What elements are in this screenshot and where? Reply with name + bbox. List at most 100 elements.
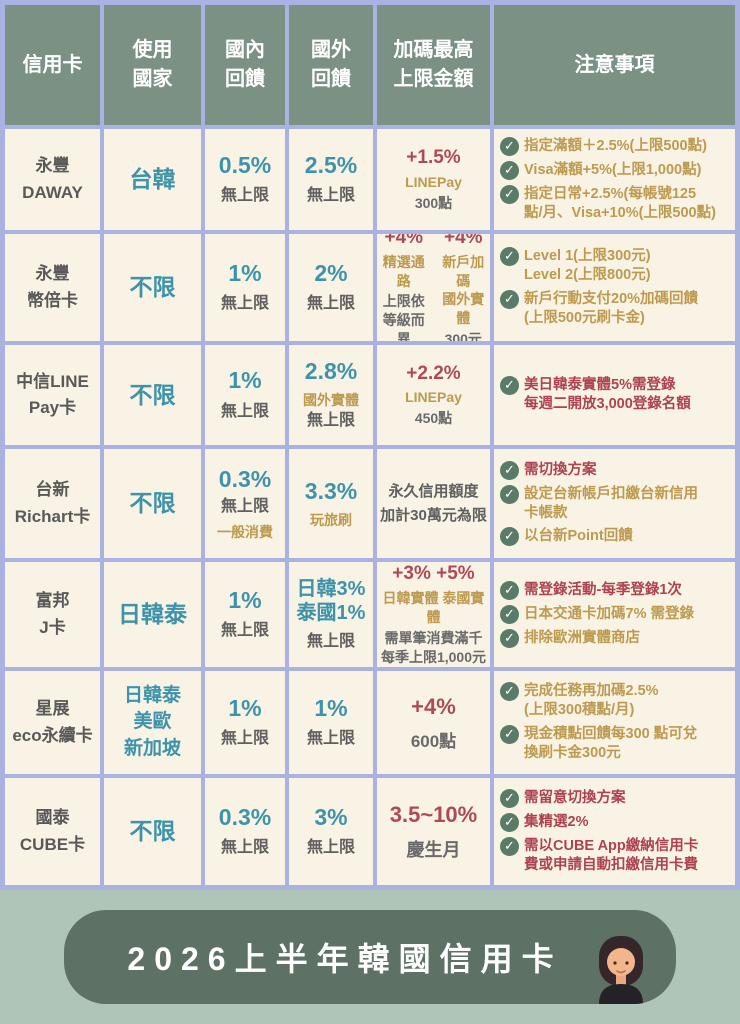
card-name-cell: 星展 eco永續卡 bbox=[5, 671, 100, 774]
bonus-label: 精選通路 bbox=[382, 253, 425, 289]
card-name: 台新 Richart卡 bbox=[14, 480, 91, 526]
domestic-cap: 無上限 bbox=[220, 730, 269, 748]
note-item: ✓ Level 1(上限300元) Level 2(上限800元) bbox=[500, 247, 651, 285]
foreign-rate: 2% bbox=[314, 259, 348, 286]
bonus-amount: 300點 bbox=[414, 194, 453, 211]
domestic-label: 一般消費 bbox=[217, 523, 273, 540]
check-icon: ✓ bbox=[500, 682, 519, 702]
bonus-percent: +3% +5% bbox=[392, 563, 475, 585]
domestic-cell: 0.3% 無上限 bbox=[205, 778, 285, 885]
domestic-cap: 無上限 bbox=[220, 187, 269, 205]
domestic-cell: 1% 無上限 bbox=[205, 671, 285, 774]
note-item: ✓ 排除歐洲實體商店 bbox=[500, 629, 640, 648]
foreign-label: 國外實體 bbox=[303, 391, 359, 408]
note-text: 完成任務再加碼2.5% (上限300積點/月) bbox=[524, 683, 659, 719]
bonus-sub: 需單筆消費滿千 每季上限1,000元 bbox=[380, 629, 487, 665]
notes-cell: ✓ 需切換方案 ✓ 設定台新帳戶扣繳台新信用 卡帳款 ✓ 以台新Point回饋 bbox=[494, 449, 735, 558]
header-domestic: 國內 回饋 bbox=[205, 5, 285, 125]
bonus-sub: 300元 bbox=[444, 331, 482, 341]
bonus-percent: +2.2% bbox=[406, 362, 461, 384]
bonus-cell: +1.5% LINEPay 300點 bbox=[377, 129, 490, 230]
domestic-rate: 1% bbox=[228, 259, 262, 286]
bonus-cell: +3% +5% 日韓實體 泰國實體 需單筆消費滿千 每季上限1,000元 bbox=[377, 562, 490, 667]
domestic-cap: 無上限 bbox=[220, 839, 269, 857]
bonus-cell: 永久信用額度 加計30萬元為限 bbox=[377, 449, 490, 558]
header-card: 信用卡 bbox=[5, 5, 100, 125]
note-text: 美日韓泰實體5%需登錄 每週二開放3,000登錄名額 bbox=[524, 377, 691, 412]
domestic-cell: 1% 無上限 bbox=[205, 234, 285, 341]
note-item: ✓ 日本交通卡加碼7% 需登錄 bbox=[500, 605, 694, 624]
bonus-percent: +4% bbox=[384, 234, 424, 248]
check-icon: ✓ bbox=[500, 725, 519, 744]
note-item: ✓ 需留意切換方案 bbox=[500, 788, 626, 808]
notes-cell: ✓ 美日韓泰實體5%需登錄 每週二開放3,000登錄名額 bbox=[494, 345, 735, 445]
bonus-cell: 3.5~10% 慶生月 bbox=[377, 778, 490, 885]
check-icon: ✓ bbox=[500, 247, 519, 267]
note-item: ✓ 需以CUBE App繳納信用卡 費或申請自動扣繳信用卡費 bbox=[500, 836, 699, 875]
note-item: ✓ 現金積點回饋每300 點可兌 換刷卡金300元 bbox=[500, 725, 697, 763]
note-item: ✓ 集精選2% bbox=[500, 812, 588, 832]
card-name-cell: 永豐 幣倍卡 bbox=[5, 234, 100, 341]
note-item: ✓ 指定日常+2.5%(每帳號125 點/月、Visa+10%(上限500點) bbox=[500, 184, 716, 223]
bonus-percent: +4% bbox=[411, 693, 456, 719]
bonus-amount: 600點 bbox=[410, 732, 457, 752]
note-text: Visa滿額+5%(上限1,000點) bbox=[524, 161, 702, 178]
foreign-rate: 2.5% bbox=[304, 151, 358, 178]
foreign-rate: 3% bbox=[314, 803, 348, 830]
country-cell: 不限 bbox=[104, 234, 201, 341]
bonus-note: 永久信用額度 加計30萬元為限 bbox=[380, 482, 487, 524]
domestic-rate: 0.3% bbox=[218, 466, 272, 493]
bonus-label: LINEPay bbox=[405, 173, 462, 190]
bonus-sub: 上限依 等級而異 bbox=[382, 293, 425, 341]
note-text: 需以CUBE App繳納信用卡 費或申請自動扣繳信用卡費 bbox=[524, 837, 699, 873]
foreign-cell: 2.5% 無上限 bbox=[289, 129, 373, 230]
check-icon: ✓ bbox=[500, 460, 519, 480]
bonus-cell: +2.2% LINEPay 450點 bbox=[377, 345, 490, 445]
note-text: 指定日常+2.5%(每帳號125 點/月、Visa+10%(上限500點) bbox=[524, 185, 716, 221]
header-bonus: 加碼最高 上限金額 bbox=[377, 5, 490, 125]
woman-avatar-icon bbox=[599, 936, 643, 1004]
domestic-rate: 1% bbox=[228, 694, 262, 721]
note-item: ✓ 需切換方案 bbox=[500, 460, 597, 480]
note-text: 設定台新帳戶扣繳台新信用 卡帳款 bbox=[524, 485, 698, 521]
domestic-rate: 1% bbox=[228, 367, 262, 394]
foreign-cell: 1% 無上限 bbox=[289, 671, 373, 774]
note-item: ✓ 設定台新帳戶扣繳台新信用 卡帳款 bbox=[500, 484, 698, 523]
note-item: ✓ 需登錄活動-每季登錄1次 bbox=[500, 581, 682, 600]
card-name-cell: 中信LINE Pay卡 bbox=[5, 345, 100, 445]
foreign-cap: 無上限 bbox=[306, 730, 355, 748]
foreign-cell: 2.8% 國外實體 無上限 bbox=[289, 345, 373, 445]
bonus-left: +4% 精選通路 上限依 等級而異 bbox=[377, 234, 431, 341]
note-text: 需登錄活動-每季登錄1次 bbox=[524, 582, 682, 598]
foreign-cap: 無上限 bbox=[306, 295, 355, 313]
usage-country: 日韓泰 bbox=[118, 601, 187, 628]
bonus-cell: +4% 600點 bbox=[377, 671, 490, 774]
note-text: 以台新Point回饋 bbox=[524, 528, 633, 545]
bonus-cell: +4% 精選通路 上限依 等級而異 +4% 新戶加碼 國外實體 300元 bbox=[377, 234, 490, 341]
header-foreign: 國外 回饋 bbox=[289, 5, 373, 125]
foreign-cell: 3.3% 玩旅刷 bbox=[289, 449, 373, 558]
card-name: 中信LINE Pay卡 bbox=[16, 371, 89, 417]
card-name: 富邦 J卡 bbox=[35, 591, 70, 637]
domestic-cap: 無上限 bbox=[220, 402, 269, 420]
page-title: 2026上半年韓國信用卡 bbox=[127, 941, 563, 977]
card-name: 永豐 DAWAY bbox=[22, 156, 83, 202]
foreign-cap: 無上限 bbox=[306, 187, 355, 205]
note-item: ✓ 美日韓泰實體5%需登錄 每週二開放3,000登錄名額 bbox=[500, 376, 691, 414]
note-text: 排除歐洲實體商店 bbox=[524, 630, 640, 646]
check-icon: ✓ bbox=[500, 788, 519, 808]
bonus-percent: 3.5~10% bbox=[389, 802, 478, 828]
usage-country: 不限 bbox=[129, 490, 176, 517]
notes-cell: ✓ 指定滿額＋2.5%(上限500點) ✓ Visa滿額+5%(上限1,000點) … bbox=[494, 129, 735, 230]
domestic-rate: 0.3% bbox=[218, 803, 272, 830]
note-text: 現金積點回饋每300 點可兌 換刷卡金300元 bbox=[524, 726, 698, 761]
bonus-right: +4% 新戶加碼 國外實體 300元 bbox=[437, 234, 491, 341]
check-icon: ✓ bbox=[500, 605, 519, 624]
note-item: ✓ 指定滿額＋2.5%(上限500點) bbox=[500, 136, 707, 156]
footer-banner: 2026上半年韓國信用卡 bbox=[0, 890, 740, 1024]
notes-cell: ✓ 需登錄活動-每季登錄1次 ✓ 日本交通卡加碼7% 需登錄 ✓ 排除歐洲實體商店 bbox=[494, 562, 735, 667]
foreign-cell: 3% 無上限 bbox=[289, 778, 373, 885]
check-icon: ✓ bbox=[500, 836, 519, 856]
usage-country: 台韓 bbox=[129, 166, 176, 193]
note-item: ✓ 完成任務再加碼2.5% (上限300積點/月) bbox=[500, 682, 659, 720]
